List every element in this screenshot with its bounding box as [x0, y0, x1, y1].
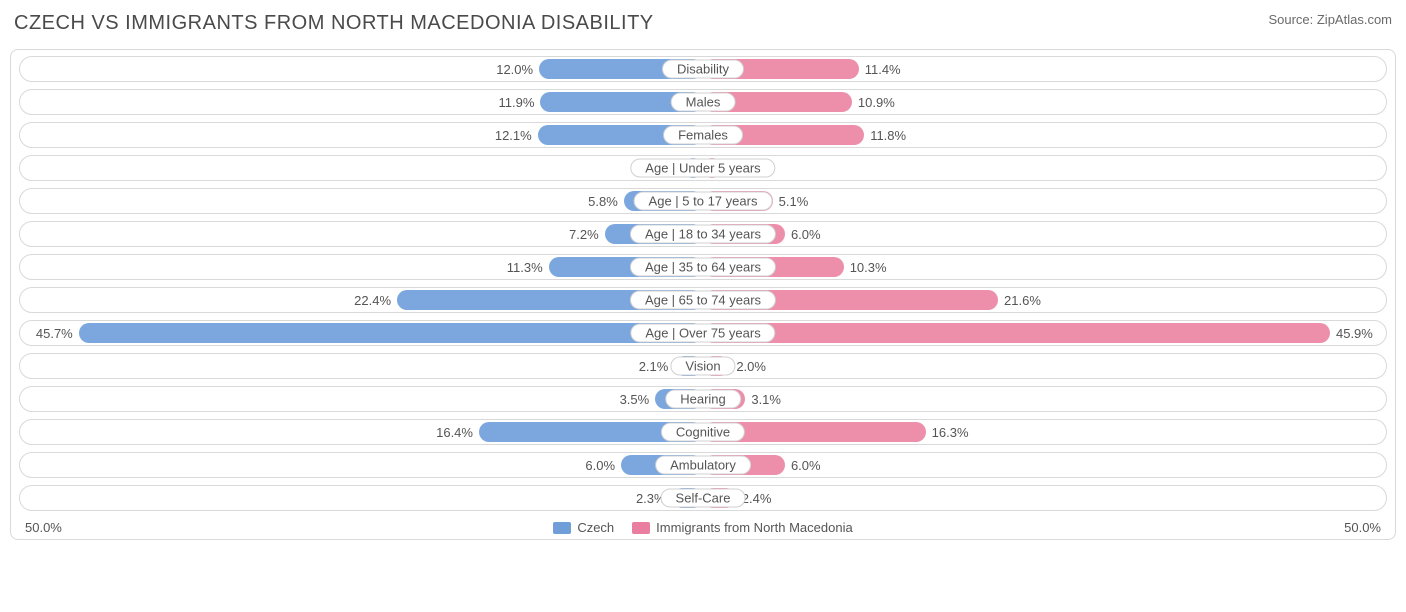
chart-container: CZECH VS IMMIGRANTS FROM NORTH MACEDONIA… — [0, 0, 1406, 548]
bar-row: 16.4% 16.3% Cognitive — [19, 419, 1387, 445]
bar-row: 2.3%2.4%Self-Care — [19, 485, 1387, 511]
left-value-label: 12.1% — [478, 123, 538, 147]
bar-row: 5.8% 5.1%Age | 5 to 17 years — [19, 188, 1387, 214]
bar-row: 6.0% 6.0% Ambulatory — [19, 452, 1387, 478]
right-value-label: 21.6% — [998, 288, 1058, 312]
axis-left-label: 50.0% — [25, 520, 62, 535]
right-value-label: 11.4% — [859, 57, 919, 81]
category-label: Disability — [662, 60, 744, 79]
right-bar — [703, 323, 1330, 343]
bar-row: 12.1% 11.8% Females — [19, 122, 1387, 148]
bar-row: 11.3% 10.3% Age | 35 to 64 years — [19, 254, 1387, 280]
legend: Czech Immigrants from North Macedonia — [62, 520, 1344, 535]
bar-row: 45.7% 45.9% Age | Over 75 years — [19, 320, 1387, 346]
category-label: Age | 18 to 34 years — [630, 225, 776, 244]
category-label: Age | Over 75 years — [630, 324, 775, 343]
left-value-label: 16.4% — [419, 420, 479, 444]
bar-row: 2.1% 2.0%Vision — [19, 353, 1387, 379]
left-value-label: 3.5% — [595, 387, 655, 411]
legend-label: Immigrants from North Macedonia — [656, 520, 853, 535]
bar-row: 7.2% 6.0% Age | 18 to 34 years — [19, 221, 1387, 247]
category-label: Hearing — [665, 390, 741, 409]
bar-row: 11.9% 10.9% Males — [19, 89, 1387, 115]
legend-label: Czech — [577, 520, 614, 535]
category-label: Self-Care — [661, 489, 746, 508]
left-value-label: 12.0% — [479, 57, 539, 81]
category-label: Age | 5 to 17 years — [634, 192, 773, 211]
left-value-label: 6.0% — [561, 453, 621, 477]
bar-row: 12.0% 11.4% Disability — [19, 56, 1387, 82]
bar-row: 3.5% 3.1%Hearing — [19, 386, 1387, 412]
diverging-bar-chart: 12.0% 11.4% Disability 11.9% 10.9% Males 12.1%… — [10, 49, 1396, 540]
left-value-label: 45.7% — [19, 321, 79, 345]
category-label: Age | 35 to 64 years — [630, 258, 776, 277]
right-value-label: 10.9% — [852, 90, 912, 114]
right-value-label: 45.9% — [1330, 321, 1390, 345]
right-value-label: 10.3% — [844, 255, 904, 279]
left-bar — [79, 323, 703, 343]
category-label: Vision — [670, 357, 735, 376]
category-label: Age | 65 to 74 years — [630, 291, 776, 310]
category-label: Females — [663, 126, 743, 145]
bar-row: 22.4% 21.6% Age | 65 to 74 years — [19, 287, 1387, 313]
legend-item: Immigrants from North Macedonia — [632, 520, 853, 535]
legend-item: Czech — [553, 520, 614, 535]
right-value-label: 6.0% — [785, 222, 845, 246]
right-value-label: 16.3% — [926, 420, 986, 444]
chart-title: CZECH VS IMMIGRANTS FROM NORTH MACEDONIA… — [14, 12, 654, 35]
left-value-label: 11.3% — [489, 255, 549, 279]
left-value-label: 11.9% — [480, 90, 540, 114]
right-value-label: 5.1% — [773, 189, 833, 213]
left-value-label: 7.2% — [545, 222, 605, 246]
legend-swatch — [553, 522, 571, 534]
left-value-label: 2.1% — [614, 354, 674, 378]
category-label: Males — [671, 93, 736, 112]
category-label: Age | Under 5 years — [630, 159, 775, 178]
bar-row: 1.5%1.3%Age | Under 5 years — [19, 155, 1387, 181]
category-label: Ambulatory — [655, 456, 751, 475]
right-value-label: 3.1% — [745, 387, 805, 411]
header: CZECH VS IMMIGRANTS FROM NORTH MACEDONIA… — [10, 12, 1396, 35]
source-attribution: Source: ZipAtlas.com — [1268, 12, 1392, 27]
axis-right-label: 50.0% — [1344, 520, 1381, 535]
left-value-label: 22.4% — [337, 288, 397, 312]
legend-swatch — [632, 522, 650, 534]
right-value-label: 2.0% — [730, 354, 790, 378]
category-label: Cognitive — [661, 423, 745, 442]
chart-footer: 50.0% Czech Immigrants from North Macedoni… — [19, 518, 1387, 535]
right-value-label: 6.0% — [785, 453, 845, 477]
right-value-label: 11.8% — [864, 123, 924, 147]
left-value-label: 5.8% — [564, 189, 624, 213]
